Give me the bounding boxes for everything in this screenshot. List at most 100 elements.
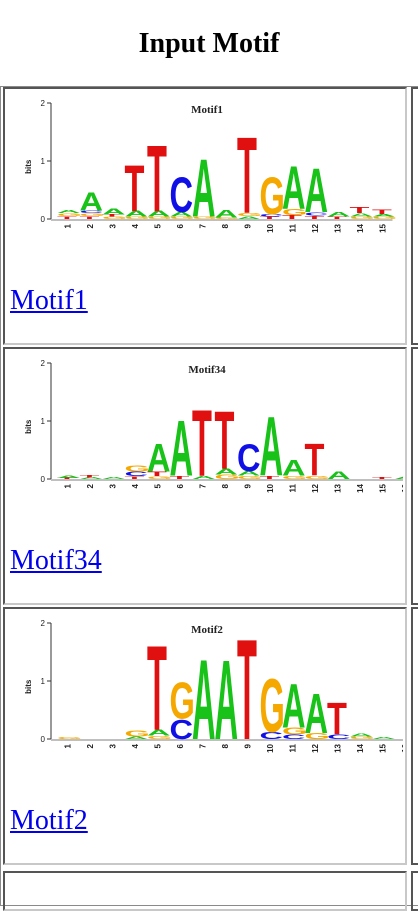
logo-letter: A [192, 636, 216, 764]
logo-letter: C [282, 733, 306, 740]
x-tick-label: 10 [266, 483, 275, 492]
logo-letter: A [282, 155, 306, 222]
y-axis-label: bits [24, 419, 33, 434]
logo-letter: G [215, 217, 240, 220]
logo-letter: T [305, 435, 325, 485]
logo-letter: T [327, 216, 347, 220]
logo-letter: G [305, 732, 330, 741]
logo-letter: T [350, 206, 371, 215]
x-tick-label: 10 [266, 743, 275, 752]
logo-letter: T [327, 694, 347, 744]
table-row: Motif2 0 1 2 bits 1 G 2 3 4 A G 5 G A T 6 C G 7 A 8 A 9 T 10 C G 11 C… [3, 607, 418, 865]
x-tick-label: 6 [176, 743, 185, 748]
logo-letter: T [372, 208, 393, 215]
x-tick-label: 11 [288, 483, 297, 492]
logo-letter: A [147, 729, 171, 738]
logo-letter: G [350, 736, 375, 740]
logo-letter: A [147, 435, 171, 480]
x-tick-label: 7 [198, 743, 207, 748]
x-tick-label: 2 [86, 483, 95, 488]
logo-letter: T [260, 216, 280, 220]
logo-letter: A [102, 477, 126, 480]
logo-letter: A [125, 210, 149, 219]
x-tick-label: 15 [378, 743, 387, 752]
motif-link[interactable]: Motif34 [10, 545, 102, 576]
logo-letter: T [260, 475, 280, 480]
logo-letter: A [327, 469, 351, 481]
adjacent-cell [411, 871, 418, 911]
motif-link[interactable]: Motif2 [10, 805, 88, 836]
logo-letter: G [125, 216, 150, 220]
x-tick-label: 4 [131, 223, 140, 228]
logo-letter: T [102, 214, 122, 218]
y-axis-label: bits [24, 159, 33, 174]
x-tick-label: 8 [221, 743, 230, 748]
x-tick-label: 1 [63, 483, 72, 488]
x-tick-label: 13 [333, 743, 342, 752]
logo-letter: A [350, 212, 374, 217]
logo-letter: G [372, 216, 397, 220]
x-tick-label: 16 [401, 743, 403, 752]
logo-letter: G [237, 475, 262, 480]
logo-letter: A [282, 671, 306, 741]
logo-letter: A [102, 208, 126, 217]
logo-letter: C [125, 470, 149, 477]
x-tick-label: 16 [401, 483, 403, 492]
logo-letter: A [372, 213, 396, 218]
x-tick-label: 14 [356, 223, 365, 232]
logo-letter: A [170, 211, 194, 218]
table-row [3, 871, 418, 911]
logo-letter: A [147, 210, 171, 219]
logo-letter: T [147, 620, 167, 755]
motif-cell: Motif1 0 1 2 bits 1 T G A 2 T G C A 3 G T A 4 G A T 5 G A T 6 G A C 7 G… [3, 87, 407, 345]
adjacent-cell [411, 347, 418, 605]
logo-letter: A [57, 475, 81, 479]
logo-letter: G [170, 216, 195, 220]
logo-letter: C [170, 167, 194, 223]
x-tick-label: 5 [153, 223, 162, 228]
y-tick-label: 1 [41, 677, 46, 686]
page-title: Input Motif [138, 28, 280, 59]
logo-letter: T [305, 215, 325, 220]
x-tick-label: 11 [288, 223, 297, 232]
logo-letter: A [350, 732, 374, 737]
x-tick-label: 1 [63, 743, 72, 748]
logo-title: Motif34 [188, 364, 226, 376]
logo-letter: A [237, 215, 261, 220]
logo-letter: A [57, 209, 81, 214]
logo-letter: G [282, 726, 307, 737]
motif-link[interactable]: Motif1 [10, 285, 88, 316]
logo-letter: T [147, 470, 168, 477]
logo-letter: A [215, 208, 239, 220]
logo-letter: G [80, 212, 105, 217]
x-tick-label: 7 [198, 483, 207, 488]
logo-letter: G [147, 475, 172, 480]
x-tick-label: 15 [378, 483, 387, 492]
logo-letter: C [80, 210, 104, 215]
y-tick-label: 2 [41, 359, 46, 368]
logo-letter: A [327, 211, 351, 218]
motif-cell [3, 871, 407, 911]
y-tick-label: 1 [41, 157, 46, 166]
logo-letter: T [237, 115, 257, 237]
logo-letter: T [57, 215, 77, 220]
logo-letter: A [215, 637, 239, 763]
x-tick-label: 12 [311, 483, 320, 492]
x-tick-label: 6 [176, 223, 185, 228]
logo-letter: G [237, 212, 262, 217]
logo-letter: G [282, 208, 307, 217]
logo-letter: C [260, 213, 284, 218]
motif-table: Motif1 0 1 2 bits 1 T G A 2 T G C A 3 G T A 4 G A T 5 G A T 6 G A C 7 G… [0, 86, 418, 911]
x-tick-label: 14 [356, 483, 365, 492]
logo-letter: A [125, 736, 149, 740]
motif-cell: Motif34 0 1 2 bits 1 T A 2 A T 3 A 4 T C G 5 G T A 6 T A 7 A T 8 G A T… [3, 347, 407, 605]
motif-cell: Motif2 0 1 2 bits 1 G 2 3 4 A G 5 G A T 6 C G 7 A 8 A 9 T 10 C G 11 C… [3, 607, 407, 865]
x-tick-label: 4 [131, 743, 140, 748]
y-tick-label: 1 [41, 417, 46, 426]
x-tick-label: 6 [176, 483, 185, 488]
x-tick-label: 12 [311, 223, 320, 232]
logo-letter: A [260, 399, 284, 494]
y-tick-label: 0 [41, 475, 46, 484]
logo-letter: A [237, 470, 261, 477]
